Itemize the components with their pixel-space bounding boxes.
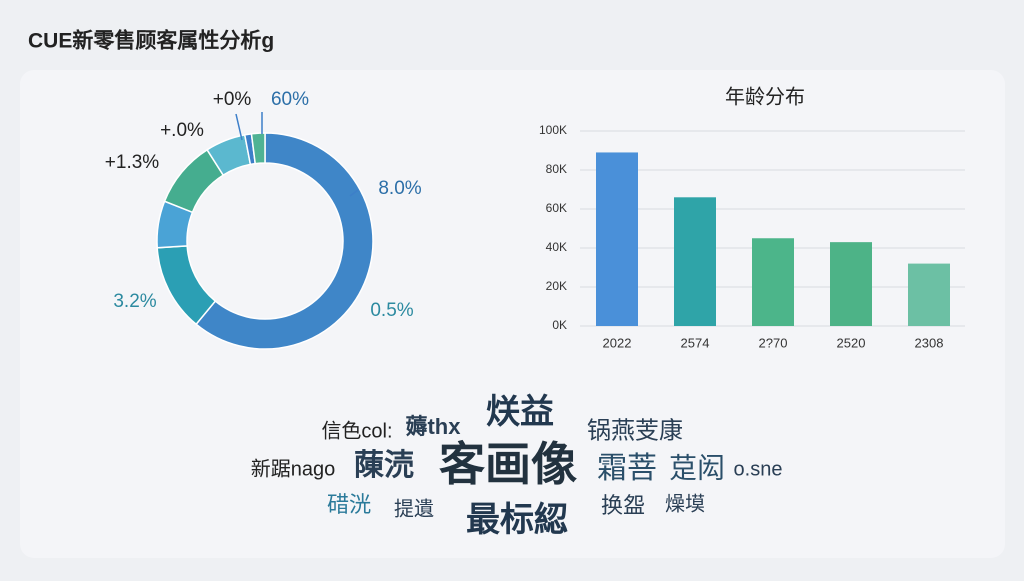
y-tick-label: 60K [546, 201, 567, 215]
leader-line [235, 113, 243, 141]
chart-title: 年龄分布 [725, 85, 805, 108]
word: o.sne [734, 458, 783, 480]
word: 燥塻 [665, 492, 705, 515]
y-tick-label: 80K [546, 162, 567, 176]
x-tick-label: 2520 [837, 335, 866, 350]
word: 烪益 [486, 393, 554, 431]
donut-segment [250, 132, 266, 165]
donut-label: +0% [213, 89, 252, 110]
y-tick-label: 0K [552, 318, 567, 332]
x-tick-label: 2?70 [759, 335, 788, 350]
donut-segment [195, 132, 374, 350]
word: 最标綛 [466, 501, 568, 539]
word: 蔯涜 [354, 449, 414, 482]
word: 提遺 [394, 497, 434, 520]
word: 莡闳 [669, 452, 725, 483]
bar [752, 238, 794, 326]
y-tick-label: 20K [546, 279, 567, 293]
y-tick-label: 40K [546, 240, 567, 254]
donut-label: +1.3% [105, 152, 160, 173]
bar [830, 242, 872, 326]
donut-label: 0.5% [370, 300, 413, 321]
donut-label: +.0% [160, 120, 204, 141]
word: 新踞nago [251, 457, 336, 480]
word: 换盌 [601, 493, 645, 518]
leader-line [349, 189, 359, 197]
card [20, 70, 1005, 558]
bar [674, 197, 716, 326]
word: 客画像 [439, 438, 577, 490]
word: 锅燕芰康 [587, 417, 683, 444]
donut-label: 60% [271, 89, 309, 110]
y-tick-label: 100K [539, 123, 567, 137]
page-title: CUE新零售顾客属性分析g [28, 29, 274, 53]
donut-label: 8.0% [378, 178, 421, 199]
x-tick-label: 2308 [915, 335, 944, 350]
bar [908, 263, 950, 326]
word: 信色col: [321, 419, 392, 442]
x-tick-label: 2022 [603, 335, 632, 350]
word: 霜菩 [597, 452, 657, 485]
word: 碏洸 [327, 492, 371, 517]
x-tick-label: 2574 [681, 335, 710, 350]
donut-label: 3.2% [113, 291, 156, 312]
bar [596, 152, 638, 326]
word: 薅thx [405, 414, 461, 439]
